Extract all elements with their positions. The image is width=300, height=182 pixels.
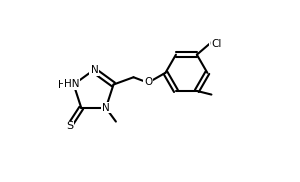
Text: N: N [102, 103, 110, 113]
Text: N: N [90, 65, 98, 75]
Text: O: O [144, 78, 152, 88]
Text: O: O [144, 77, 152, 87]
Text: S: S [66, 122, 73, 132]
Text: Cl: Cl [210, 39, 220, 49]
Text: S: S [66, 121, 73, 131]
Text: N: N [102, 103, 110, 113]
Text: Cl: Cl [212, 39, 222, 49]
Text: N: N [91, 65, 98, 75]
Text: HN: HN [64, 79, 80, 89]
Text: HN: HN [58, 80, 74, 90]
